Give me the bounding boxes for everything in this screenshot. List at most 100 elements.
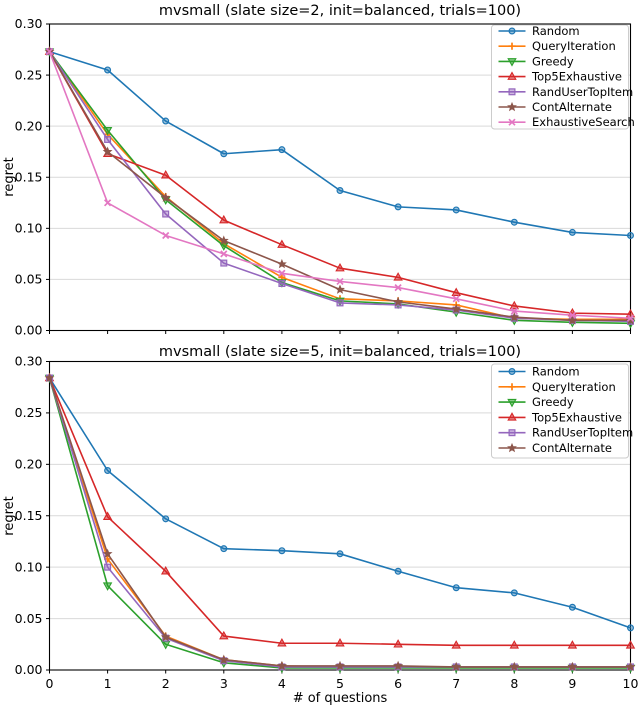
x-marker bbox=[103, 199, 112, 207]
triangle-up-marker bbox=[277, 638, 287, 647]
legend-item-RandUserTopItem: RandUserTopItem bbox=[498, 426, 633, 440]
legend-label: ContAlternate bbox=[532, 100, 612, 114]
chart-slate-size-5: 0.00 0.05 0.10 0.15 0.20 0.25 0.30 0 1 2 3 4 5 6 7 8 9 10… bbox=[15, 354, 639, 691]
x-tick-label: 3 bbox=[220, 676, 228, 691]
star-marker bbox=[509, 661, 520, 672]
circle-marker bbox=[336, 187, 344, 195]
y-tick-label: 0.20 bbox=[15, 457, 43, 472]
legend-marker bbox=[508, 88, 516, 96]
legend-item-ContAlternate: ContAlternate bbox=[498, 441, 612, 455]
square-marker bbox=[104, 135, 112, 143]
legend-label: QueryIteration bbox=[532, 380, 616, 394]
triangle-up-marker bbox=[277, 239, 287, 248]
legend-label: Greedy bbox=[532, 54, 574, 68]
legend-label: ContAlternate bbox=[532, 441, 612, 455]
star-marker bbox=[567, 315, 578, 325]
legend-label: Random bbox=[532, 24, 580, 38]
triangle-up-marker bbox=[219, 630, 229, 640]
triangle-up-marker bbox=[160, 566, 171, 575]
legend-marker bbox=[508, 429, 516, 437]
axes: 0.00 0.05 0.10 0.15 0.20 0.25 0.30 0 1 2 3 4 5 6 7 8 9 10 bbox=[15, 354, 639, 691]
legend-marker bbox=[507, 58, 517, 67]
star-marker bbox=[451, 661, 462, 672]
star-marker bbox=[567, 661, 578, 672]
legend-marker bbox=[507, 101, 517, 112]
chart-top-title: mvsmall (slate size=2, init=balanced, tr… bbox=[159, 3, 521, 19]
legend-label: Top5Exhaustive bbox=[531, 410, 622, 424]
x-marker bbox=[220, 250, 228, 258]
series-line bbox=[48, 377, 631, 629]
x-marker bbox=[510, 307, 518, 315]
x-marker bbox=[568, 311, 577, 319]
x-marker bbox=[278, 269, 286, 277]
circle-marker bbox=[104, 467, 112, 475]
legend-marker bbox=[508, 368, 516, 376]
y-tick-label: 0.15 bbox=[15, 169, 43, 184]
star-marker bbox=[102, 146, 113, 156]
star-marker bbox=[218, 654, 229, 664]
triangle-up-marker bbox=[509, 640, 520, 649]
circle-marker bbox=[394, 203, 402, 211]
y-tick-label: 0.25 bbox=[15, 67, 43, 82]
triangle-up-marker bbox=[335, 638, 345, 647]
legend-marker bbox=[508, 383, 516, 391]
legend-item-QueryIteration: QueryIteration bbox=[498, 39, 616, 53]
y-tick-label: 0.20 bbox=[15, 118, 43, 133]
legend-item-ContAlternate: ContAlternate bbox=[498, 100, 612, 114]
legend-item-QueryIteration: QueryIteration bbox=[498, 380, 616, 394]
legend-item-Random: Random bbox=[498, 24, 580, 38]
legend-marker bbox=[508, 27, 516, 35]
circle-marker bbox=[278, 547, 286, 555]
triangle-up-marker bbox=[451, 640, 461, 649]
chart-bottom-ylabel: regret bbox=[2, 496, 17, 535]
triangle-down-marker bbox=[219, 242, 229, 251]
triangle-up-marker bbox=[567, 640, 578, 649]
circle-marker bbox=[220, 150, 228, 158]
x-marker bbox=[394, 283, 402, 292]
legend-item-ExhaustiveSearch: ExhaustiveSearch bbox=[498, 115, 635, 129]
y-tick-label: 0.05 bbox=[15, 272, 43, 287]
x-tick-label: 2 bbox=[162, 676, 170, 691]
legend-item-Greedy: Greedy bbox=[498, 395, 574, 409]
series-line bbox=[49, 50, 631, 237]
chart-top-ylabel: regret bbox=[2, 157, 17, 196]
series-ExhaustiveSearch bbox=[45, 47, 635, 322]
series-ContAlternate bbox=[44, 46, 636, 325]
x-marker bbox=[45, 47, 54, 56]
legend-marker bbox=[507, 398, 517, 408]
circle-marker bbox=[568, 603, 576, 611]
triangle-up-marker bbox=[160, 169, 171, 179]
legend-label: RandUserTopItem bbox=[532, 426, 633, 440]
x-tick-label: 1 bbox=[104, 676, 112, 691]
triangle-up-marker bbox=[393, 272, 403, 281]
legend-marker bbox=[507, 412, 517, 421]
circle-marker bbox=[220, 545, 228, 553]
circle-marker bbox=[394, 567, 402, 575]
circle-marker bbox=[568, 228, 576, 236]
x-marker bbox=[162, 231, 170, 240]
legend-marker bbox=[508, 42, 516, 50]
chart-slate-size-2: 0.00 0.05 0.10 0.15 0.20 0.25 0.30 RandomQueryI… bbox=[15, 16, 636, 338]
x-axis-label: # of questions bbox=[293, 691, 388, 706]
legend-marker bbox=[507, 442, 517, 453]
circle-marker bbox=[510, 218, 518, 226]
x-tick-label: 10 bbox=[623, 676, 639, 691]
triangle-up-marker bbox=[335, 262, 345, 272]
square-marker bbox=[220, 259, 228, 267]
circle-marker bbox=[278, 146, 286, 154]
x-tick-label: 5 bbox=[336, 676, 344, 691]
circle-marker bbox=[162, 515, 170, 523]
star-marker bbox=[335, 660, 345, 671]
circle-marker bbox=[626, 231, 634, 239]
y-tick-label: 0.15 bbox=[15, 508, 43, 523]
triangle-up-marker bbox=[625, 640, 636, 649]
legend-box bbox=[491, 24, 629, 130]
chart-bottom-title: mvsmall (slate size=5, init=balanced, tr… bbox=[159, 344, 521, 360]
star-marker bbox=[625, 661, 636, 672]
square-marker bbox=[278, 280, 286, 288]
legend-label: ExhaustiveSearch bbox=[532, 115, 635, 129]
legend-item-Top5Exhaustive: Top5Exhaustive bbox=[498, 410, 622, 424]
